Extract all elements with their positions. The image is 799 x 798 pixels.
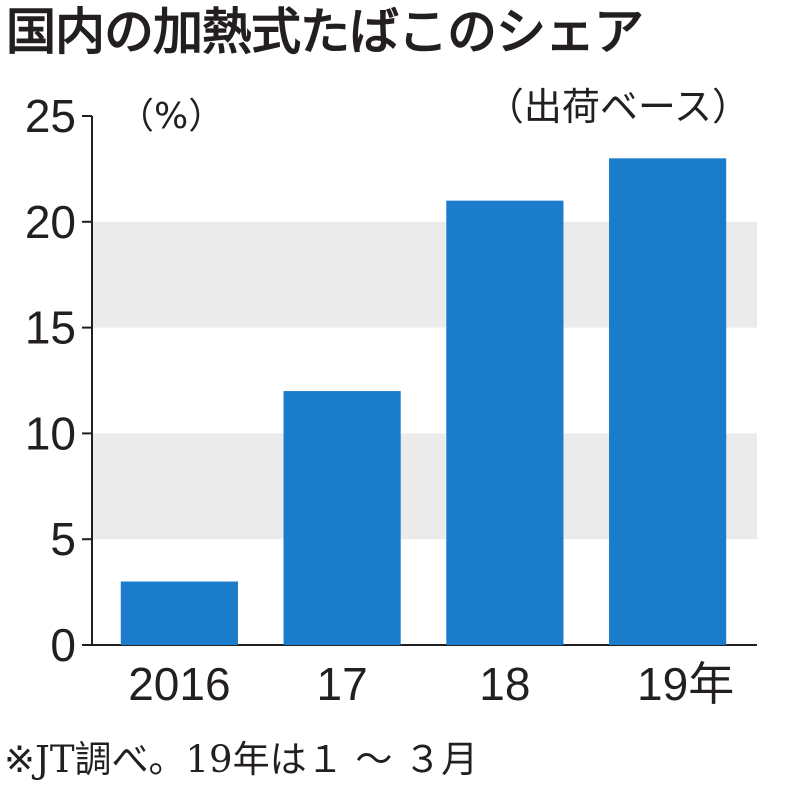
source-note: ※JT調べ。19年は１ ～ ３月 (4, 738, 479, 781)
y-tick-label: 0 (50, 619, 76, 671)
x-tick-labels: 2016 17 18 19年 (128, 658, 734, 710)
y-tick-label: 20 (25, 196, 76, 248)
y-tick-label: 25 (25, 90, 76, 142)
y-tick-labels: 0 5 10 15 20 25 (25, 90, 76, 671)
bar-18 (446, 200, 564, 645)
y-axis-unit-label: （%） (118, 96, 224, 137)
bar-2016 (120, 581, 238, 645)
x-tick-label: 2016 (128, 658, 230, 710)
bar-19年 (609, 158, 727, 645)
x-tick-label: 17 (317, 658, 368, 710)
y-tick-label: 10 (25, 407, 76, 459)
y-tick-label: 5 (50, 513, 76, 565)
chart-title: 国内の加熱式たばこのシェア (6, 3, 644, 61)
bar-17 (283, 391, 401, 645)
y-tick-label: 15 (25, 302, 76, 354)
x-tick-label: 18 (479, 658, 530, 710)
chart-subtitle: （出荷ベース） (486, 85, 750, 129)
bars (120, 158, 727, 645)
x-tick-label: 19年 (637, 658, 734, 710)
